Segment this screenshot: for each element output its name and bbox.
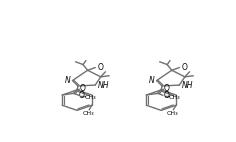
Text: O: O [164,84,169,93]
Text: N: N [149,76,154,85]
Text: CH₃: CH₃ [169,95,181,100]
Text: CH₃: CH₃ [83,111,95,116]
Text: N: N [64,76,70,85]
Text: O: O [181,63,187,72]
Text: O: O [79,91,85,100]
Text: O: O [97,63,103,72]
Text: O: O [80,84,85,93]
Text: NH: NH [97,81,109,90]
Text: O: O [163,91,169,100]
Text: CH₃: CH₃ [167,111,179,116]
Text: NH: NH [181,81,193,90]
Text: CH₃: CH₃ [85,95,97,100]
